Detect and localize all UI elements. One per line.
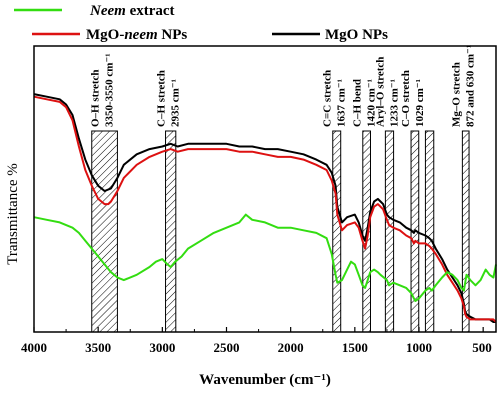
legend-label-mgo: MgO NPs	[325, 27, 388, 43]
band-2	[332, 130, 342, 333]
x-tick-label-1000: 1000	[406, 340, 432, 355]
band-label-3: C–H bend 1420 cm⁻¹	[352, 79, 378, 127]
band-label-0: O–H stretch 3350-3550 cm⁻¹	[90, 53, 116, 127]
x-tick-label-500: 500	[472, 340, 492, 355]
series-line-mgo-neem-nps	[33, 95, 497, 323]
series-line-mgo-nps	[33, 93, 496, 323]
series-group	[33, 93, 497, 323]
band-label-4: Aryl–O stretch 1233 cm⁻¹	[374, 57, 400, 127]
band-1	[165, 130, 177, 333]
x-tick-label-2500: 2500	[214, 340, 240, 355]
plot-frame	[33, 45, 497, 333]
x-axis: 4000 3500 3000 2500 2000 1500 1000 500	[21, 327, 492, 355]
band-label-5: C–O stretch 1029 cm⁻¹	[400, 70, 426, 127]
legend: Neem extract MgO-neem NPs MgO NPs	[14, 3, 388, 43]
x-tick-label-3500: 3500	[85, 340, 111, 355]
band-label-1: C–H stretch 2935 cm⁻¹	[156, 70, 182, 127]
band-0	[91, 130, 118, 333]
x-tick-label-4000: 4000	[21, 340, 47, 355]
series-line-neem-extract	[33, 213, 497, 302]
x-tick-label-3000: 3000	[149, 340, 175, 355]
x-tick-label-1500: 1500	[342, 340, 368, 355]
x-axis-title: Wavenumber (cm⁻¹)	[199, 372, 331, 388]
band-6	[424, 130, 435, 333]
legend-label-neem-extract: Neem extract	[89, 3, 175, 19]
band-4	[384, 130, 395, 333]
legend-label-mgo-neem: MgO-neem NPs	[86, 27, 187, 43]
band-label-2: C=C stretch 1637 cm⁻¹	[322, 70, 348, 127]
x-tick-label-2000: 2000	[278, 340, 304, 355]
band-label-7: Mg–O stretch 872 and 630 cm⁻¹	[451, 45, 477, 127]
y-axis-title: Transmittance %	[5, 163, 21, 265]
band-label-group: O–H stretch 3350-3550 cm⁻¹ C–H stretch 2935…	[90, 45, 477, 127]
